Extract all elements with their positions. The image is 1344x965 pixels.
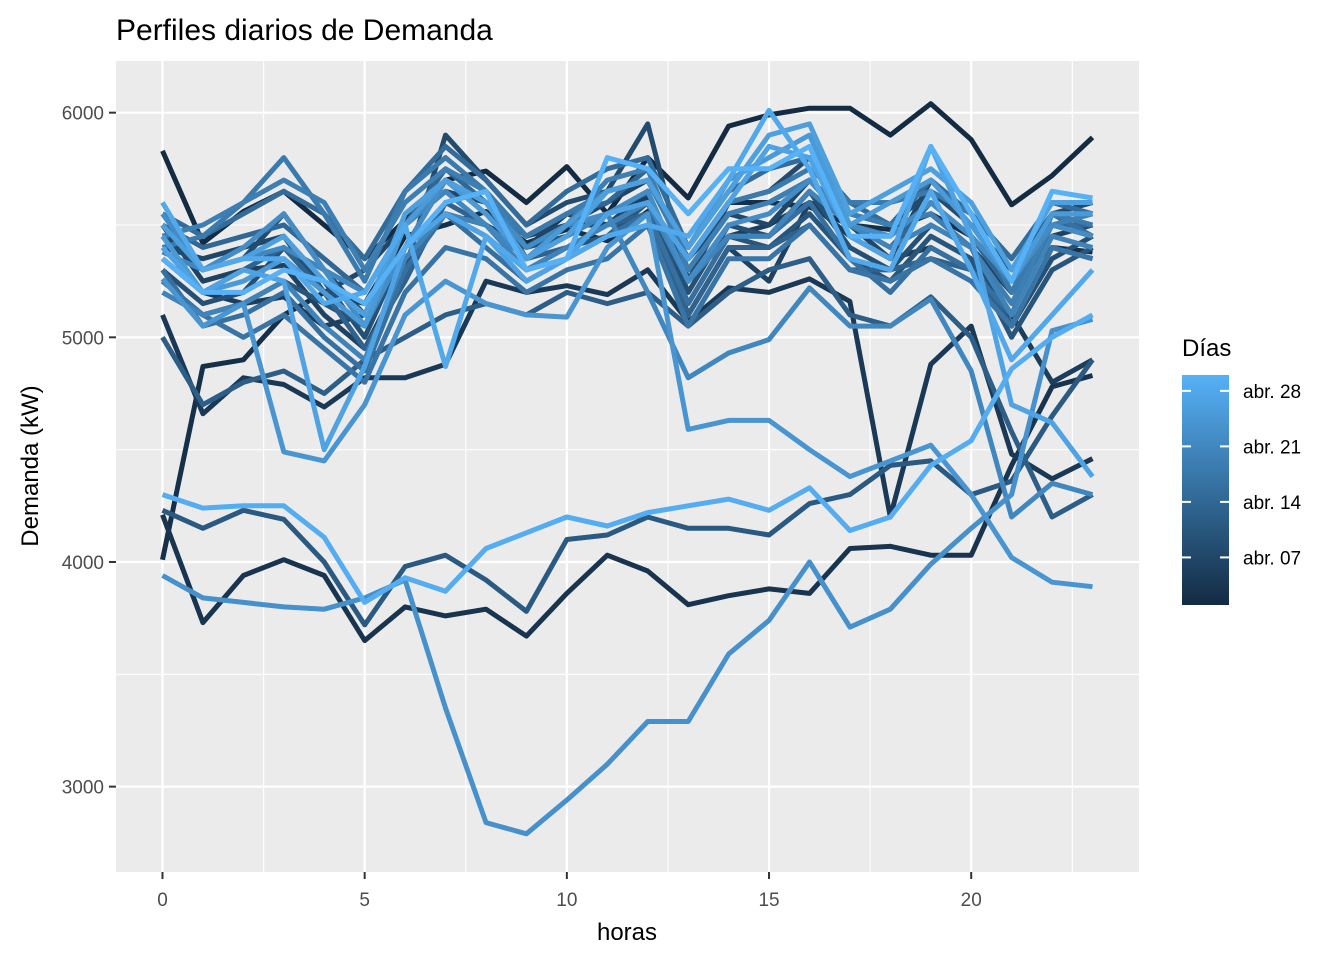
legend-break-label: abr. 28 — [1243, 382, 1301, 403]
series-line-abr. 20 — [161, 188, 1094, 363]
y-tick-label: 5000 — [62, 328, 104, 349]
y-axis: 3000 4000 5000 6000 — [62, 104, 116, 799]
legend-colorbar — [1182, 375, 1229, 605]
x-tick-label: 15 — [758, 890, 779, 911]
x-tick-label: 10 — [556, 890, 577, 911]
x-tick-label: 20 — [961, 890, 982, 911]
x-tick-label: 0 — [157, 890, 168, 911]
series-line-abr. 26 — [160, 121, 1093, 318]
x-axis-title: horas — [597, 919, 657, 946]
legend-break-label: abr. 21 — [1243, 437, 1301, 458]
series-line-abr. 17 — [160, 222, 1094, 385]
series-line-abr. 04 — [160, 267, 1094, 520]
series-line-abr. 30 — [160, 143, 1093, 307]
series-line-abr. 11 — [161, 358, 1095, 628]
series-line-abr. 23 — [161, 316, 1094, 837]
y-axis-title: Demanda (kW) — [17, 385, 44, 546]
legend-title: Días — [1182, 335, 1231, 362]
series-line-abr. 29 — [161, 312, 1094, 605]
series-line-abr. 16 — [160, 200, 1094, 374]
x-axis: 0 5 10 15 20 — [157, 872, 982, 911]
y-tick-label: 6000 — [62, 104, 104, 125]
legend-breaks: abr. 07 abr. 14 abr. 21 abr. 28 — [1182, 382, 1302, 569]
legend-break-label: abr. 07 — [1243, 548, 1301, 569]
series-line-abr. 12 — [160, 256, 1094, 520]
y-tick-label: 3000 — [62, 778, 104, 799]
series-line-abr. 28 — [160, 107, 1095, 369]
chart-title: Perfiles diarios de Demanda — [116, 14, 493, 47]
x-tick-label: 5 — [359, 890, 370, 911]
legend: Días abr. 07 abr. 14 abr. 21 abr. 28 — [1182, 335, 1302, 605]
series-lines — [160, 101, 1095, 837]
legend-break-label: abr. 14 — [1243, 493, 1302, 514]
y-tick-label: 4000 — [62, 553, 104, 574]
series-line-abr. 21 — [161, 188, 1094, 520]
series-line-abr. 19 — [161, 166, 1094, 307]
